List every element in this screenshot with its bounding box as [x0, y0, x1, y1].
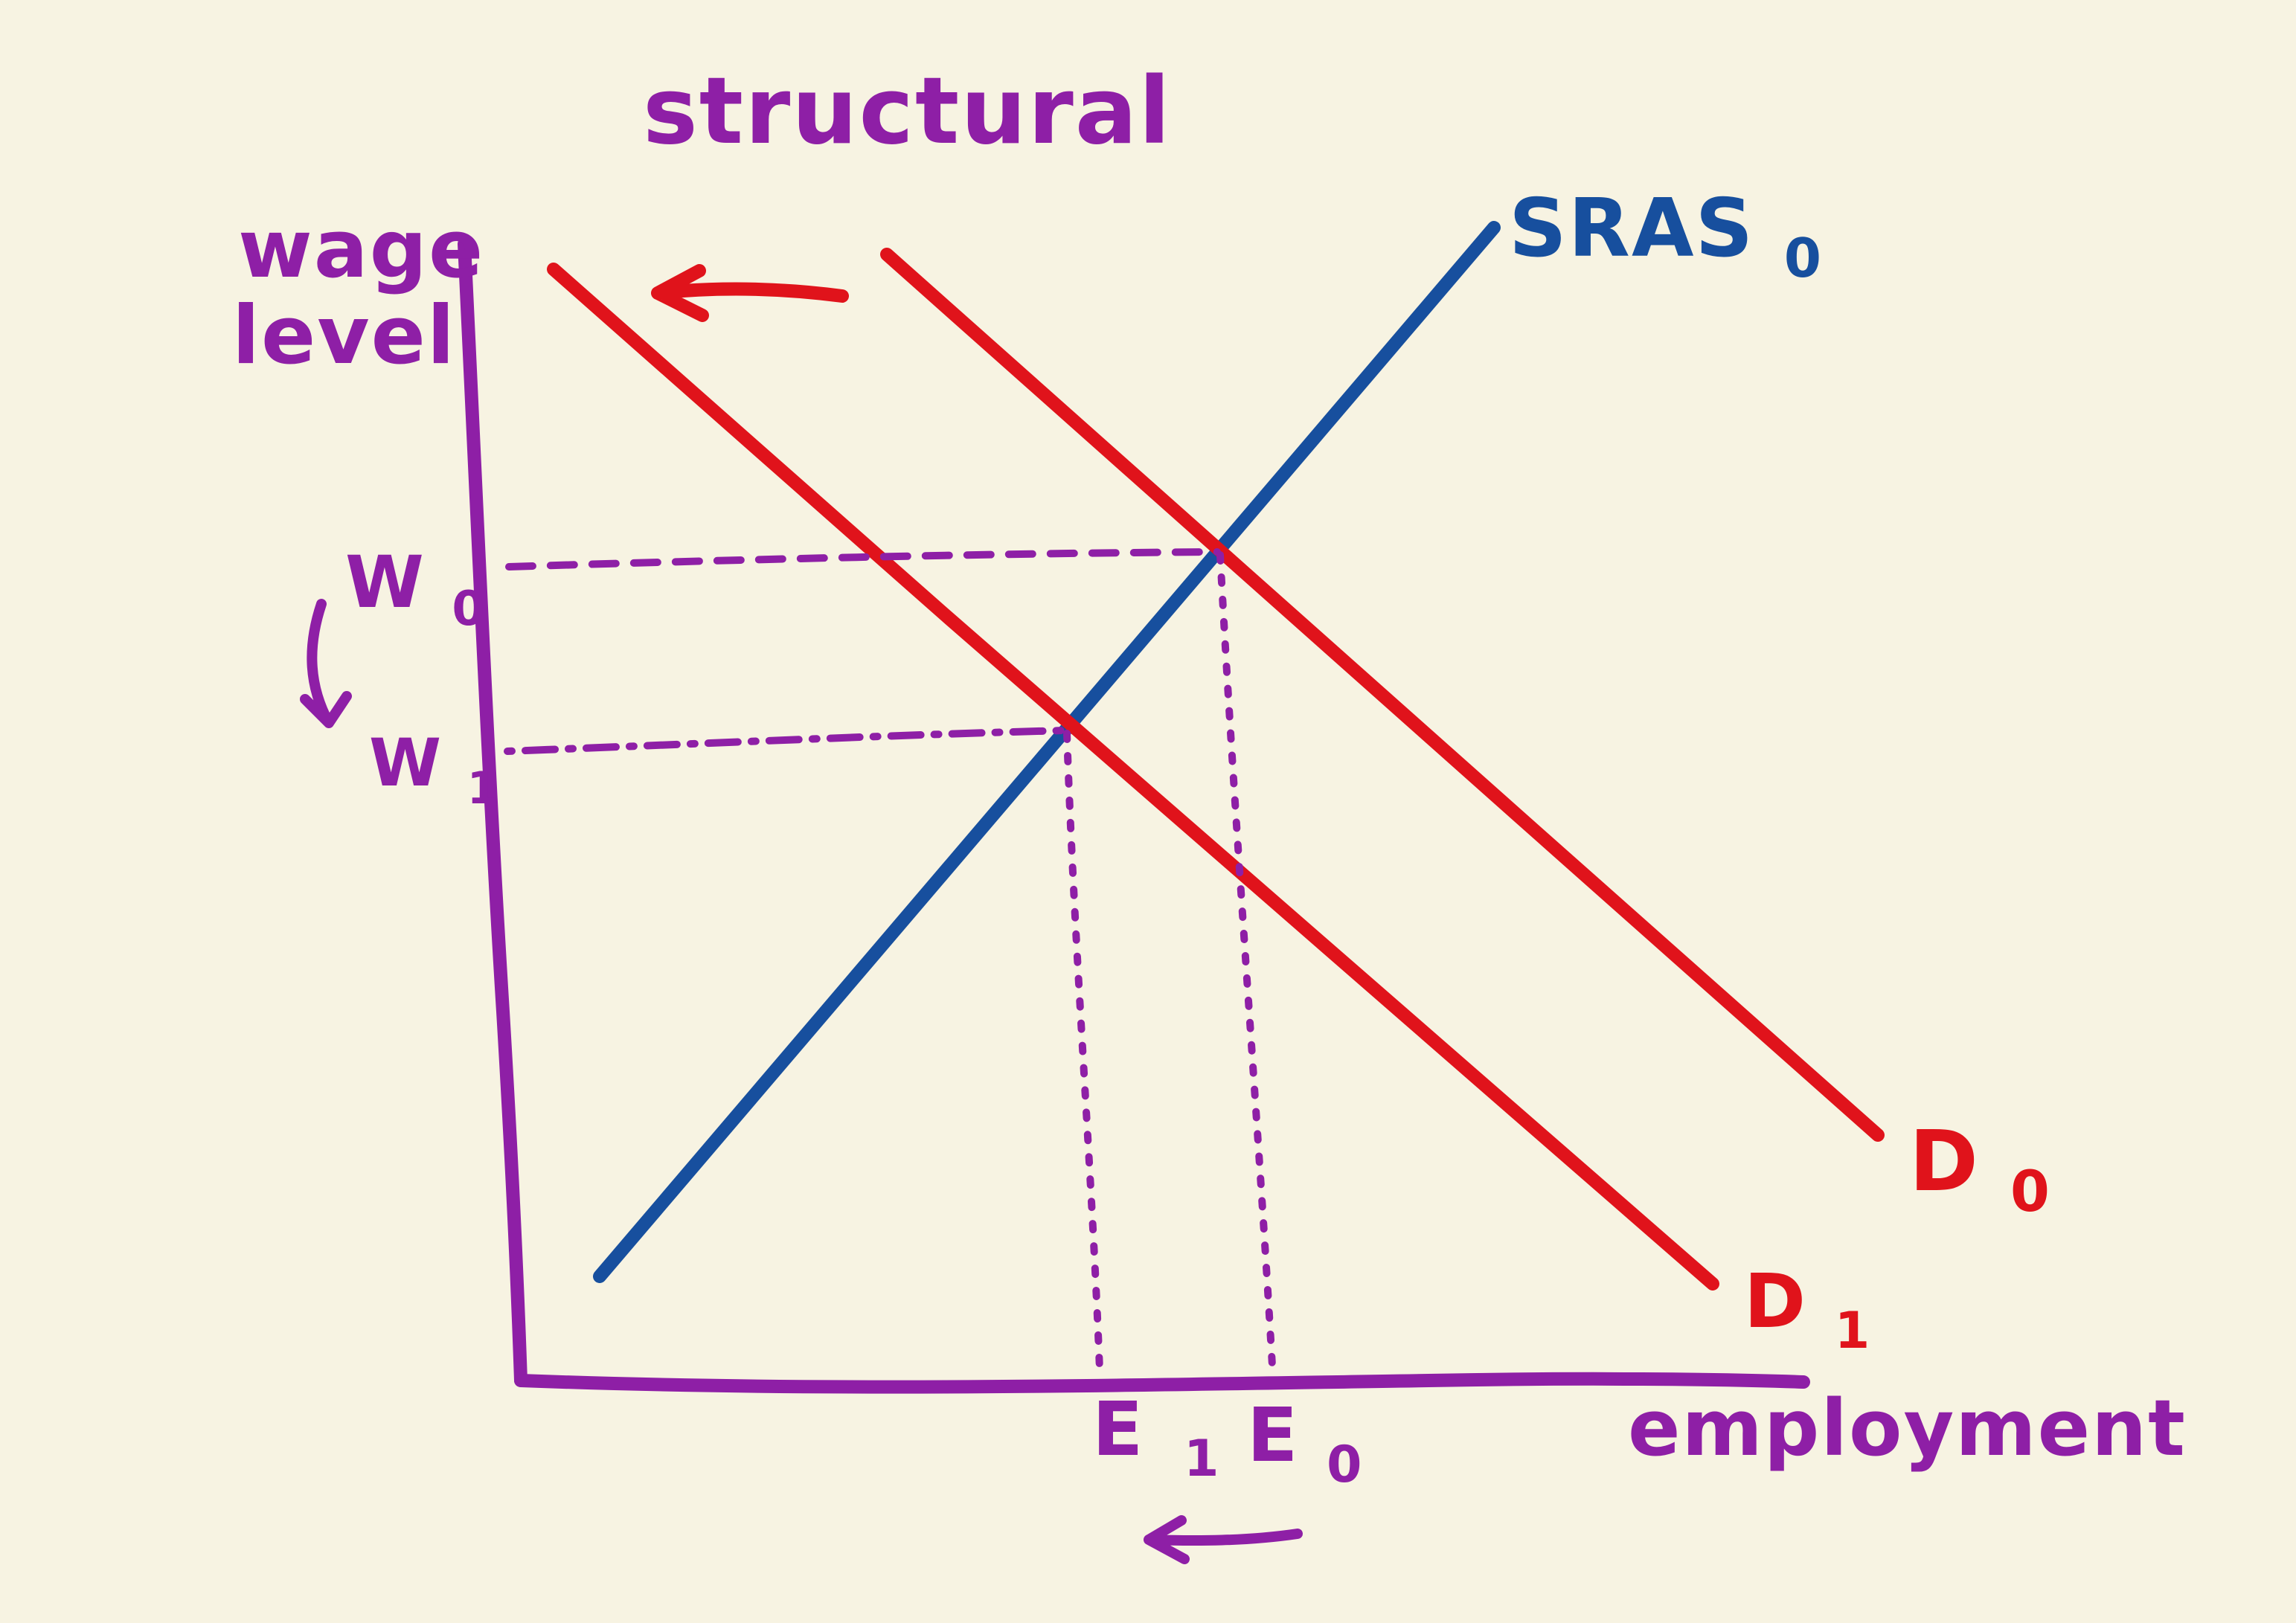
w1-dashed-guideline	[504, 727, 1069, 755]
e1-dashed-guideline	[1063, 730, 1103, 1374]
d1-label-main: D	[1744, 1258, 1807, 1345]
e0-label-main: E	[1247, 1392, 1299, 1479]
sras-curve	[593, 221, 1501, 1283]
w0-dashed-guideline	[505, 548, 1221, 571]
x-axis	[514, 1372, 1810, 1394]
y-axis-label-line1: wage	[238, 203, 484, 296]
demand-curve-d1	[547, 263, 1719, 1291]
d1-curve-label: D 1	[1744, 1258, 1871, 1360]
x-axis-label: employment	[1628, 1383, 2187, 1473]
d0-curve-label: D 0	[1909, 1113, 2051, 1224]
d1-label-subscript: 1	[1835, 1302, 1871, 1360]
y-axis	[458, 237, 527, 1387]
w0-label-main: W	[345, 541, 426, 624]
e0-point-label: E 0	[1247, 1392, 1363, 1494]
sras-label-subscript: 0	[1784, 227, 1823, 289]
w1-label-main: W	[369, 724, 443, 801]
e1-label-main: E	[1092, 1386, 1144, 1473]
sras-label-main: SRAS	[1509, 182, 1754, 275]
e1-point-label: E 1	[1092, 1386, 1220, 1488]
w1-label-subscript: 1	[467, 762, 500, 814]
d0-label-subscript: 0	[2010, 1158, 2051, 1224]
wage-fall-down-arrow	[300, 599, 352, 728]
diagram-title: structural	[643, 58, 1172, 165]
demand-shift-left-arrow	[651, 264, 849, 322]
e0-dashed-guideline	[1216, 551, 1276, 1369]
d0-label-main: D	[1909, 1113, 1980, 1210]
sras-curve-label: SRAS 0	[1509, 182, 1823, 289]
w0-point-label: W 0	[345, 541, 487, 637]
e0-label-subscript: 0	[1327, 1436, 1363, 1494]
employment-fall-left-arrow	[1144, 1515, 1303, 1564]
demand-curve-d0	[880, 248, 1885, 1142]
w1-point-label: W 1	[369, 724, 499, 814]
w0-label-subscript: 0	[452, 582, 487, 637]
y-axis-label-line2: level	[232, 289, 456, 382]
e1-label-subscript: 1	[1184, 1430, 1220, 1488]
